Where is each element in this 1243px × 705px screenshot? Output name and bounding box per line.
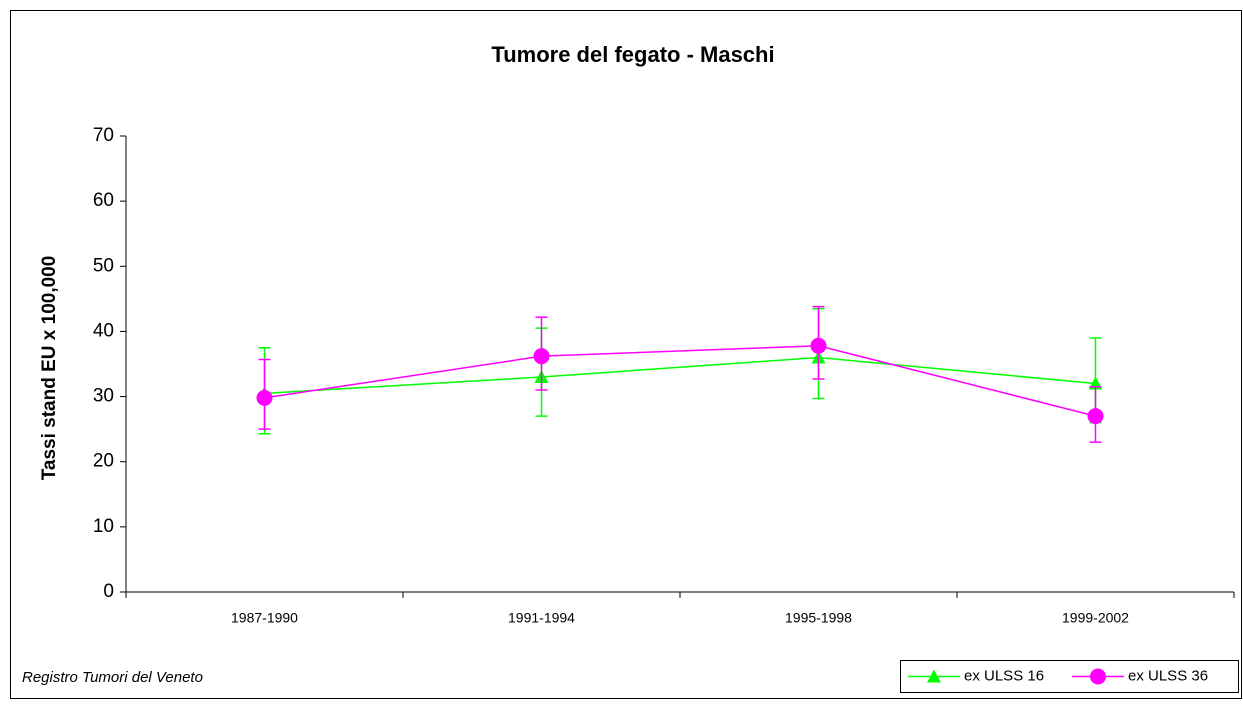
chart-title: Tumore del fegato - Maschi	[491, 42, 774, 67]
series	[256, 305, 1104, 443]
legend-label: ex ULSS 16	[964, 667, 1044, 684]
marker	[256, 389, 273, 406]
chart-frame	[10, 10, 1242, 699]
x-tick-label: 1991-1994	[508, 610, 575, 626]
y-tick-label: 70	[93, 125, 114, 146]
marker	[1087, 408, 1104, 425]
marker	[533, 348, 550, 365]
y-tick-label: 0	[103, 581, 114, 602]
y-axis-label: Tassi stand EU x 100,000	[39, 256, 60, 481]
y-tick-label: 40	[93, 320, 114, 341]
marker	[810, 337, 827, 354]
y-tick-label: 30	[93, 386, 114, 407]
y-tick-label: 10	[93, 516, 114, 537]
series-line	[264, 345, 1096, 417]
y-tick-label: 60	[93, 190, 114, 211]
y-tick-label: 50	[93, 255, 114, 276]
legend-label: ex ULSS 36	[1128, 667, 1208, 684]
x-tick-label: 1987-1990	[231, 610, 298, 626]
marker	[927, 669, 941, 683]
series-line	[264, 356, 1096, 395]
source-note: Registro Tumori del Veneto	[22, 669, 203, 686]
x-tick-label: 1995-1998	[785, 610, 852, 626]
marker	[1090, 668, 1106, 685]
y-tick-label: 20	[93, 451, 114, 472]
x-tick-label: 1999-2002	[1062, 610, 1129, 626]
